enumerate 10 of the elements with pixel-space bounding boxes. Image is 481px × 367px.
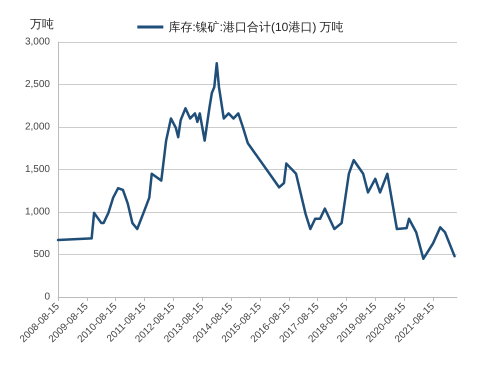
y-tick-label: 0 xyxy=(44,292,50,302)
line-series xyxy=(56,62,456,260)
y-tick-label: 1,000 xyxy=(24,206,50,218)
y-tick-label: 1,500 xyxy=(24,164,50,175)
y-tick-label: 500 xyxy=(33,249,50,260)
y-tick-label: 2,000 xyxy=(24,122,50,132)
legend-label: 库存:镍矿:港口合计(10港口) 万吨 xyxy=(168,20,344,34)
y-tick-label: 3,000 xyxy=(24,36,50,48)
y-axis-title: 万吨 xyxy=(30,17,54,31)
y-tick-label: 2,500 xyxy=(24,79,50,90)
